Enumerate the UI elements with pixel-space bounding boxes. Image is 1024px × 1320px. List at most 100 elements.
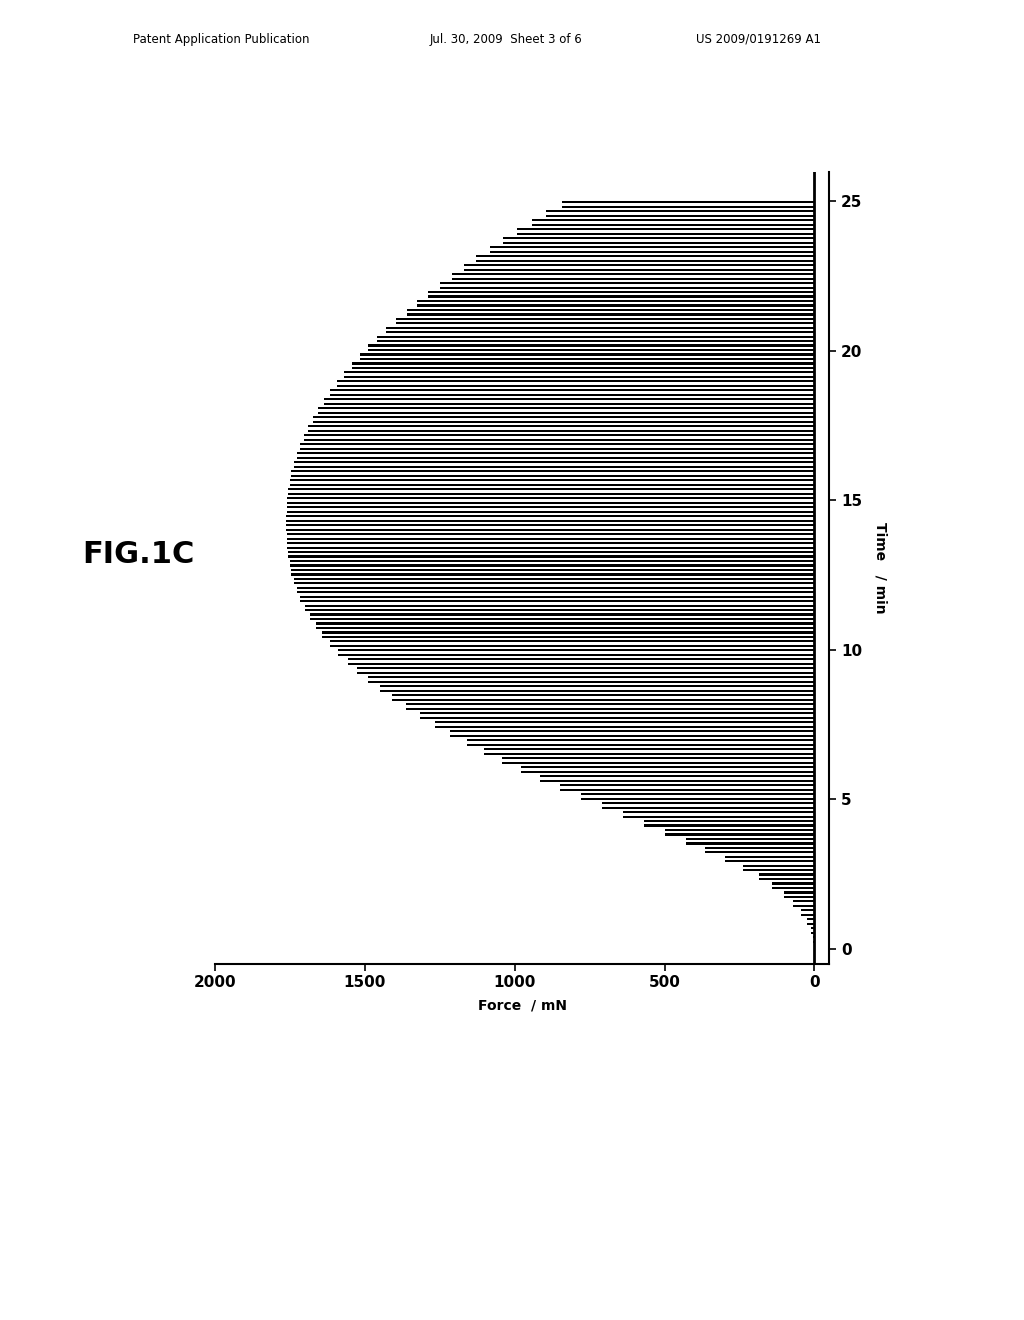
Bar xyxy=(467,739,814,741)
Bar xyxy=(290,479,814,480)
Bar xyxy=(561,206,814,209)
Bar xyxy=(359,354,814,355)
Bar xyxy=(297,591,814,594)
Bar xyxy=(396,322,814,325)
Bar xyxy=(294,461,814,463)
Bar xyxy=(406,704,814,705)
Bar xyxy=(451,735,814,737)
Bar xyxy=(304,440,814,441)
Bar xyxy=(759,874,814,875)
Bar xyxy=(439,281,814,284)
Bar xyxy=(287,537,814,540)
Bar xyxy=(742,865,814,867)
Bar xyxy=(297,457,814,459)
Bar xyxy=(686,842,814,845)
Bar xyxy=(325,399,814,400)
Bar xyxy=(706,851,814,854)
Bar xyxy=(351,363,814,364)
Bar xyxy=(344,371,814,374)
Bar xyxy=(759,878,814,880)
Bar xyxy=(582,793,814,795)
Bar xyxy=(290,565,814,566)
Bar xyxy=(288,488,814,490)
Bar xyxy=(811,932,814,935)
Text: US 2009/0191269 A1: US 2009/0191269 A1 xyxy=(696,33,821,46)
Bar xyxy=(386,326,814,329)
Bar xyxy=(435,721,814,723)
Bar xyxy=(742,870,814,871)
Bar xyxy=(476,255,814,257)
Bar xyxy=(464,264,814,265)
Bar xyxy=(392,694,814,696)
Bar xyxy=(292,569,814,570)
Bar xyxy=(357,672,814,675)
Bar xyxy=(288,550,814,553)
Bar xyxy=(369,350,814,351)
Bar xyxy=(484,748,814,750)
Bar xyxy=(541,775,814,777)
Bar xyxy=(369,676,814,678)
Bar xyxy=(369,681,814,684)
Y-axis label: Time   / min: Time / min xyxy=(873,521,888,614)
Bar xyxy=(338,655,814,656)
Bar xyxy=(813,936,814,939)
Bar xyxy=(287,515,814,517)
Bar xyxy=(294,578,814,579)
Bar xyxy=(428,296,814,297)
Bar xyxy=(666,833,814,836)
Bar xyxy=(292,573,814,576)
Text: FIG.1C: FIG.1C xyxy=(82,540,195,569)
Bar xyxy=(315,627,814,630)
Bar xyxy=(531,219,814,220)
Bar xyxy=(315,623,814,624)
Bar xyxy=(725,861,814,862)
Bar xyxy=(503,236,814,239)
Bar xyxy=(369,345,814,347)
Bar xyxy=(624,810,814,813)
Bar xyxy=(287,511,814,512)
Bar xyxy=(502,756,814,759)
Bar xyxy=(807,923,814,925)
Bar xyxy=(337,380,814,383)
Bar xyxy=(359,358,814,360)
Bar xyxy=(287,528,814,531)
Bar xyxy=(290,560,814,562)
Bar xyxy=(309,618,814,620)
Bar xyxy=(300,595,814,598)
Bar xyxy=(489,251,814,252)
Bar xyxy=(337,385,814,387)
Bar xyxy=(305,605,814,607)
Bar xyxy=(428,290,814,293)
Bar xyxy=(464,268,814,271)
Bar xyxy=(323,631,814,634)
Bar xyxy=(288,546,814,549)
Bar xyxy=(517,232,814,235)
Bar xyxy=(467,743,814,746)
Bar xyxy=(546,215,814,216)
Bar xyxy=(407,313,814,315)
Bar xyxy=(313,421,814,424)
Bar xyxy=(502,762,814,764)
Bar xyxy=(484,752,814,755)
Bar xyxy=(380,690,814,692)
Bar xyxy=(318,412,814,414)
Bar xyxy=(288,541,814,544)
Bar xyxy=(451,730,814,733)
Bar xyxy=(347,663,814,665)
Bar xyxy=(309,614,814,615)
Bar xyxy=(318,408,814,409)
Bar xyxy=(560,784,814,785)
Bar xyxy=(813,941,814,942)
Bar xyxy=(439,286,814,289)
Bar xyxy=(407,309,814,310)
Bar xyxy=(489,246,814,248)
Bar xyxy=(294,582,814,585)
Bar xyxy=(300,444,814,445)
Bar xyxy=(300,447,814,450)
Bar xyxy=(288,496,814,499)
Bar xyxy=(287,533,814,535)
Bar xyxy=(344,376,814,379)
Bar xyxy=(644,820,814,822)
Bar xyxy=(811,927,814,929)
Bar xyxy=(305,610,814,611)
